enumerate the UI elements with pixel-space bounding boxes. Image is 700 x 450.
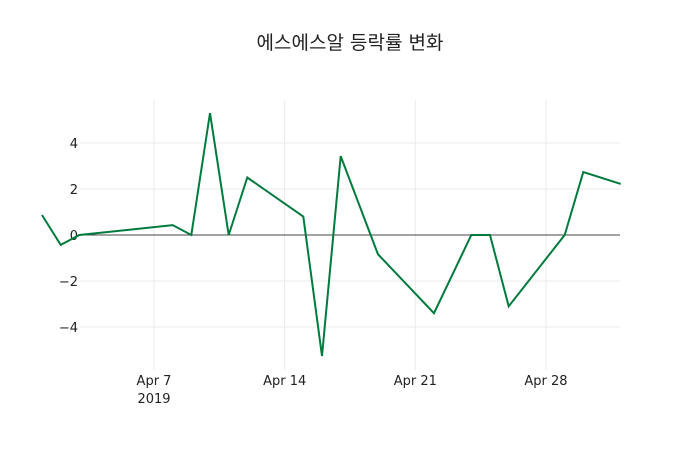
y-axis-labels: −4 −2 0 2 4: [59, 137, 78, 336]
x-axis-labels: Apr 7 2019 Apr 14 Apr 21 Apr 28: [137, 374, 568, 407]
x-tick-label: Apr 14: [263, 374, 306, 389]
y-tick-label: 4: [70, 137, 78, 152]
x-tick-label: Apr 21: [394, 374, 437, 389]
x-tick-year-label: 2019: [137, 392, 170, 407]
y-tick-label: 0: [70, 229, 78, 244]
data-line: [41, 112, 622, 357]
x-tick-label: Apr 7: [137, 374, 172, 389]
chart-title: 에스에스알 등락률 변화: [256, 32, 444, 54]
x-tick-label: Apr 28: [524, 374, 567, 389]
y-tick-label: −4: [59, 321, 78, 336]
y-tick-label: 2: [70, 183, 78, 198]
y-tick-label: −2: [59, 275, 78, 290]
